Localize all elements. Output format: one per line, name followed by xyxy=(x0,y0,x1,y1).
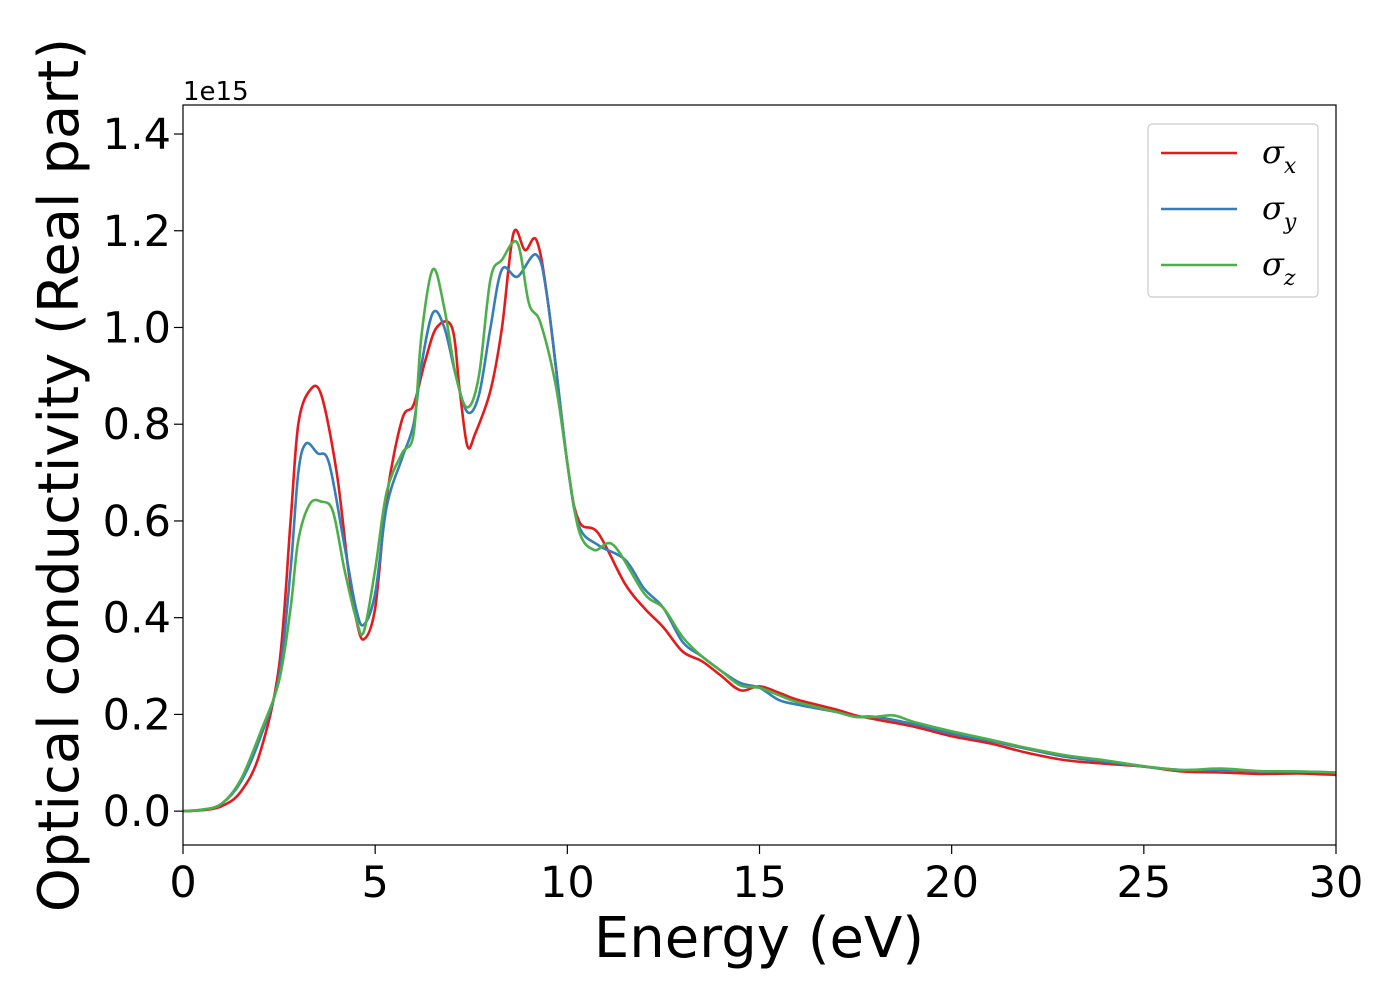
series-layer xyxy=(182,228,1337,813)
x-tick-label: 5 xyxy=(361,858,388,908)
x-tick-label: 30 xyxy=(1309,858,1364,908)
x-tick-label: 15 xyxy=(732,858,787,908)
y-tick-label: 1.0 xyxy=(103,303,171,353)
series-line-y xyxy=(182,253,1337,813)
y-tick-label: 0.8 xyxy=(103,400,171,450)
x-axis-label: Energy (eV) xyxy=(594,906,924,971)
y-tick-label: 0.6 xyxy=(103,497,171,547)
y-tick-label: 0.4 xyxy=(103,594,171,644)
y-tick-label: 0.0 xyxy=(103,787,171,837)
y-axis: 0.0 0.2 0.4 0.6 0.8 1.0 1.2 1.4 xyxy=(103,110,183,837)
legend-frame xyxy=(1147,123,1319,298)
series-line-x xyxy=(182,228,1337,813)
y-axis-offset-label: 1e15 xyxy=(183,77,249,107)
x-axis: 0 5 10 15 20 25 30 xyxy=(169,845,1363,908)
x-tick-label: 25 xyxy=(1116,858,1171,908)
series-line-z xyxy=(182,239,1337,813)
y-axis-label: Optical conductivity (Real part) xyxy=(27,38,92,912)
x-tick-label: 10 xyxy=(540,858,595,908)
y-tick-label: 0.2 xyxy=(103,690,171,740)
x-tick-label: 20 xyxy=(924,858,979,908)
x-tick-label: 0 xyxy=(169,858,196,908)
y-tick-label: 1.2 xyxy=(103,207,171,257)
y-tick-label: 1.4 xyxy=(103,110,171,160)
